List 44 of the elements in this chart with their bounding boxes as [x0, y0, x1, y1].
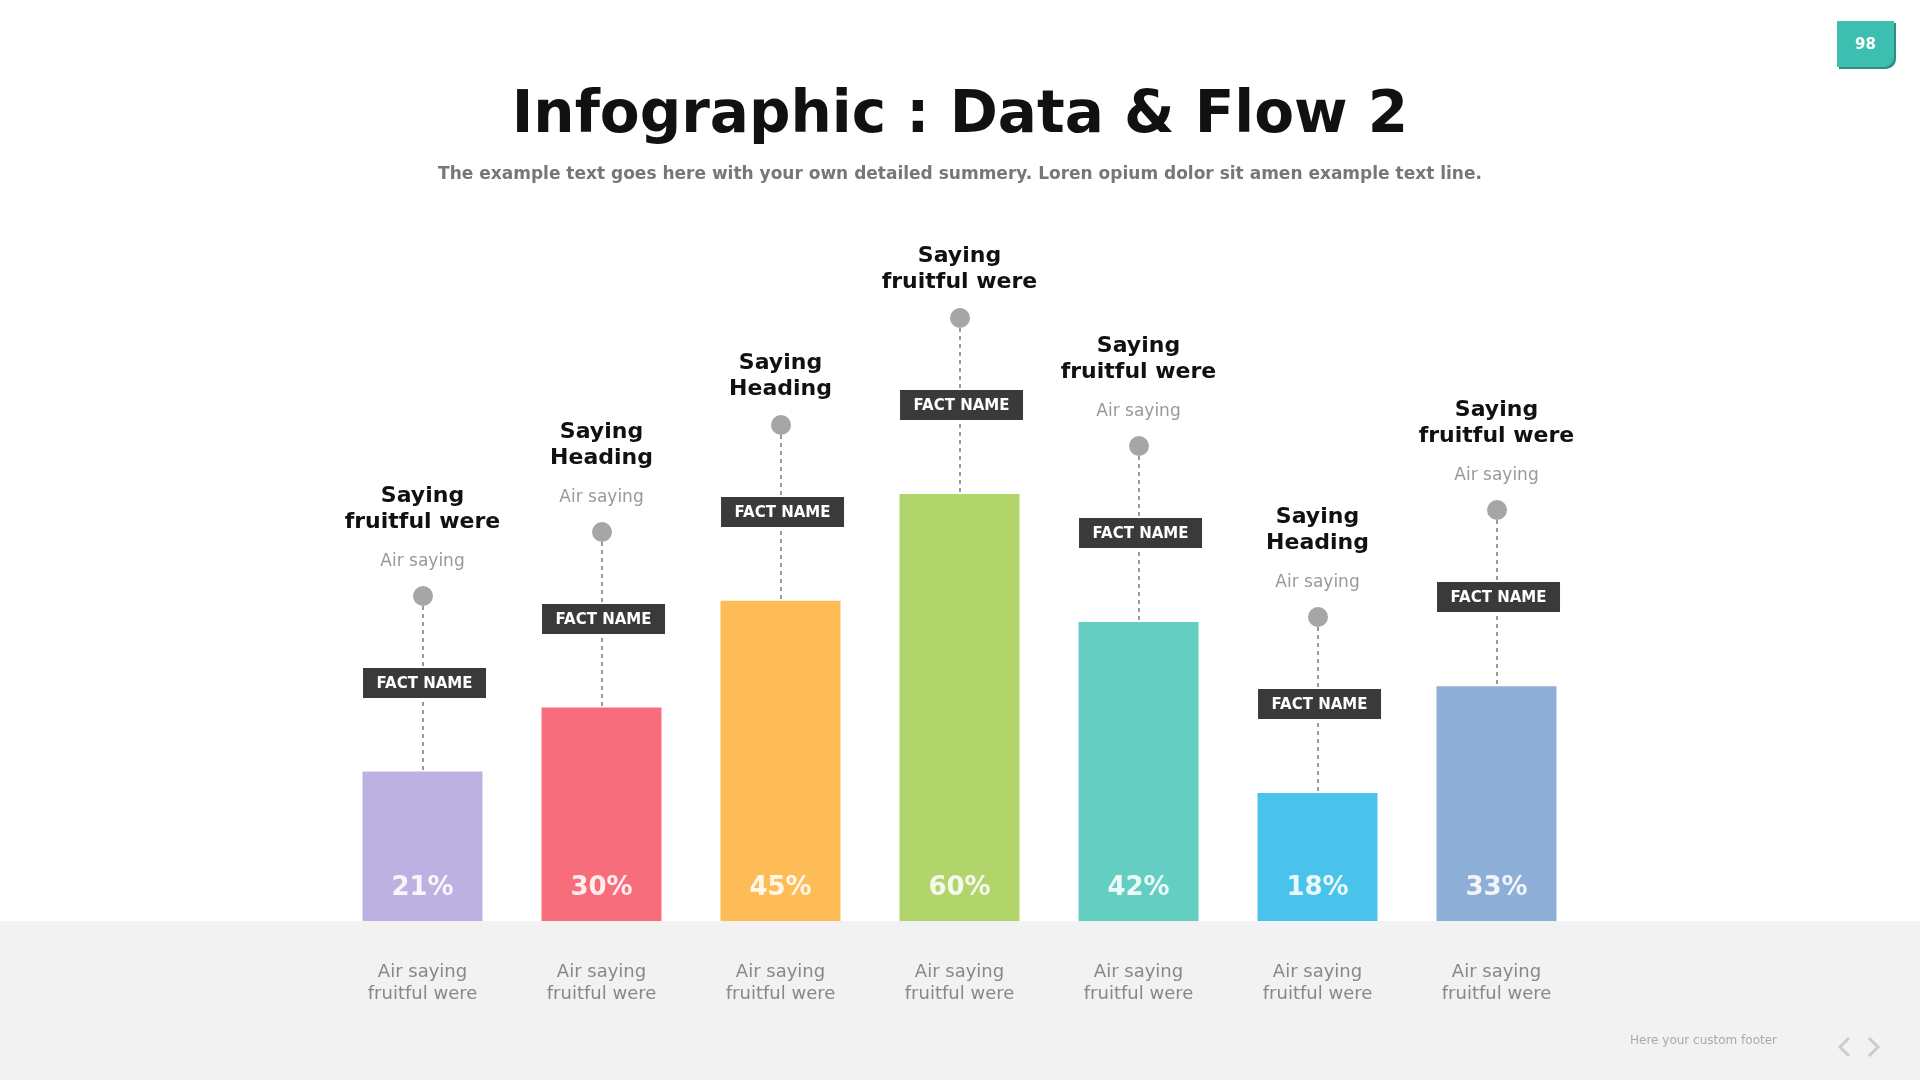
- chart-subtitle: The example text goes here with your own detailed summery. Loren opium dolor sit amen example text line.: [437, 163, 1483, 183]
- name-tag: FACT NAME: [720, 496, 845, 527]
- x-tick-label: Air saying fruitful were: [1441, 959, 1552, 1003]
- annotation: Air saying: [380, 549, 465, 570]
- annotation: Air saying: [559, 485, 644, 506]
- name-tag: FACT NAME: [1436, 582, 1561, 613]
- text: Saying fruitful were: [881, 242, 1038, 294]
- data-label: 30%: [570, 871, 633, 901]
- x-tick-label: Air saying fruitful were: [1083, 959, 1194, 1003]
- text: Saying Heading: [550, 417, 653, 470]
- data-label: 60%: [928, 871, 991, 901]
- x-tick-label: Air saying fruitful were: [725, 959, 836, 1003]
- text: Air saying: [1096, 400, 1181, 421]
- x-tick-label: Air saying fruitful were: [367, 959, 478, 1003]
- text: Saying fruitful were: [1060, 332, 1217, 385]
- x-tick-label: Air saying fruitful were: [546, 959, 657, 1003]
- bar: [1078, 622, 1199, 921]
- text: 98: [1837, 21, 1894, 67]
- text: Air saying: [1454, 464, 1539, 485]
- text: Saying Heading: [729, 348, 832, 401]
- bar: [899, 494, 1020, 921]
- annotation: Air saying: [1275, 570, 1360, 591]
- name-tag: FACT NAME: [541, 603, 666, 634]
- bar: [1436, 686, 1557, 921]
- x-tick-label: Air saying fruitful were: [1262, 959, 1373, 1003]
- data-label: 18%: [1286, 871, 1349, 901]
- annotation: Saying Heading: [1266, 502, 1369, 555]
- bar: [541, 707, 662, 921]
- data-label: 45%: [749, 871, 812, 901]
- text: Saying fruitful were: [1418, 396, 1575, 449]
- bar: [1257, 792, 1378, 921]
- data-label: 42%: [1107, 871, 1170, 901]
- name-tag: FACT NAME: [899, 390, 1024, 420]
- data-label: 33%: [1465, 871, 1528, 901]
- text: Here your custom footer: [1630, 1033, 1778, 1047]
- data-label: 21%: [391, 871, 454, 901]
- chart-title: Infographic : Data & Flow 2: [510, 78, 1410, 146]
- bar: [720, 600, 841, 921]
- bar: [362, 771, 483, 921]
- annotation: Saying fruitful were: [344, 481, 501, 534]
- x-tick-label: Air saying fruitful were: [904, 959, 1015, 1003]
- name-tag: FACT NAME: [1078, 518, 1203, 549]
- name-tag: FACT NAME: [362, 667, 487, 698]
- name-tag: FACT NAME: [1257, 688, 1382, 719]
